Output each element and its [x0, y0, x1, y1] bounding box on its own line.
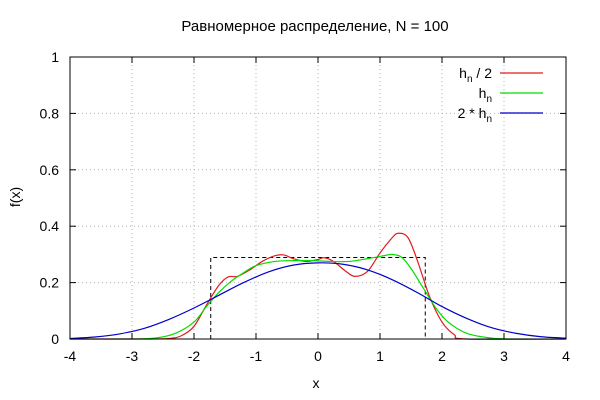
x-tick-label: 0	[314, 348, 322, 364]
chart-title: Равномерное распределение, N = 100	[181, 18, 448, 35]
series-group	[69, 232, 567, 340]
series-line-3	[69, 262, 567, 340]
y-tick-label: 0	[51, 331, 59, 347]
grid	[70, 57, 566, 339]
y-tick-label: 0.4	[40, 218, 60, 234]
x-tick-label: 3	[500, 348, 508, 364]
y-tick-label: 0.6	[40, 162, 60, 178]
x-axis-label: x	[313, 375, 320, 391]
ticks: -4 -3 -2 -1 0 1 2 3 4 0 0.2 0.4 0.6 0.8 1	[40, 49, 571, 364]
y-axis-label: f(x)	[7, 187, 23, 207]
legend-label-2: hn	[479, 85, 492, 105]
x-tick-label: -1	[250, 348, 263, 364]
legend-label-1: hn / 2	[459, 65, 492, 85]
reference-dashed-line	[210, 257, 426, 339]
y-tick-label: 0.8	[40, 105, 60, 121]
x-tick-label: 1	[376, 348, 384, 364]
x-tick-label: -4	[64, 348, 77, 364]
series-line-1	[69, 232, 567, 340]
x-tick-label: -3	[126, 348, 139, 364]
series-line-2	[69, 253, 567, 340]
x-tick-label: 2	[438, 348, 446, 364]
x-tick-label: 4	[562, 348, 570, 364]
x-tick-label: -2	[188, 348, 201, 364]
legend-label-3: 2 * hn	[458, 105, 492, 125]
y-tick-label: 1	[51, 49, 59, 65]
reference-line-group	[210, 257, 426, 339]
y-tick-label: 0.2	[40, 275, 60, 291]
